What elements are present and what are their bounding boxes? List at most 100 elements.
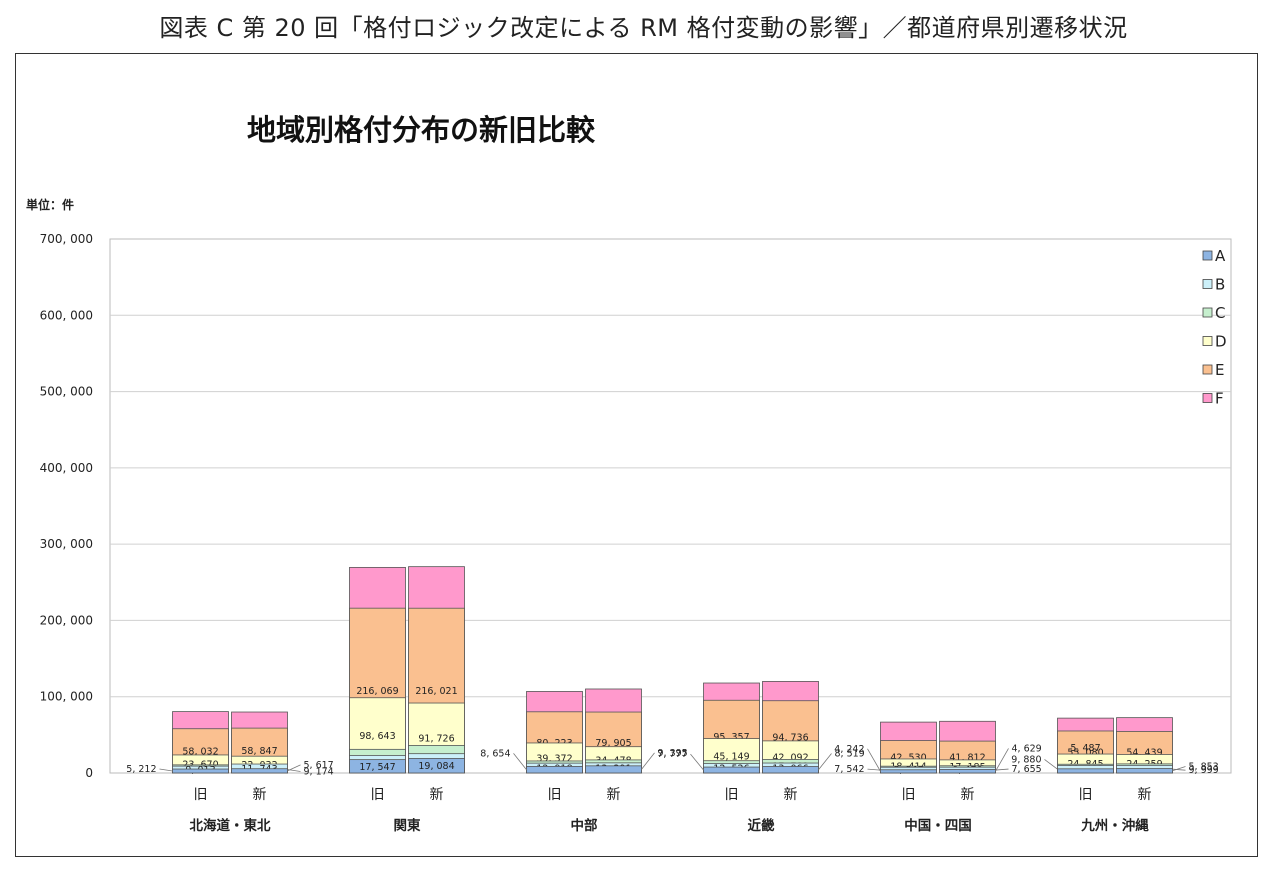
x-tick-label: 旧: [1079, 787, 1093, 803]
data-label: 98, 643: [359, 731, 395, 742]
category-label: 北海道・東北: [190, 817, 271, 834]
data-label: 9, 880: [1011, 754, 1041, 765]
stacked-bar-chart: 地域別格付分布の新旧比較 単位：件 0 100, 000 200, 000 300, …: [26, 113, 1232, 834]
data-label: 5, 212: [126, 764, 156, 775]
chart-title: 地域別格付分布の新旧比較: [247, 113, 596, 147]
unit-label: 単位：件: [26, 197, 74, 212]
data-label: 54, 439: [1126, 748, 1162, 759]
data-label: 45, 149: [713, 751, 749, 762]
x-tick-label: 新: [961, 787, 975, 803]
bar-segment: [939, 769, 996, 774]
data-label: 19, 084: [418, 761, 454, 772]
y-tick-label: 600, 000: [40, 308, 93, 322]
data-label: 7, 542: [834, 764, 864, 775]
legend-entry: C: [1215, 304, 1225, 322]
category-label: 中部: [571, 817, 599, 834]
leader-line: [690, 753, 704, 771]
legend-entry: A: [1215, 247, 1226, 265]
category-label: 関東: [394, 817, 421, 834]
data-label: 9, 999: [1189, 765, 1219, 776]
data-label: 5, 487: [1070, 743, 1100, 754]
x-tick-label: 新: [784, 787, 798, 803]
category-label: 近畿: [748, 817, 776, 834]
x-tick-label: 新: [607, 787, 621, 803]
data-label: 42, 530: [890, 752, 926, 763]
data-label: 4, 629: [1012, 743, 1042, 754]
leader-line: [867, 768, 881, 771]
data-label: 9, 395: [658, 748, 688, 759]
bar-segment: [703, 766, 760, 774]
data-label: 39, 372: [536, 753, 572, 764]
leader-line: [159, 768, 173, 772]
leader-line: [995, 768, 1009, 771]
bar-segment: [408, 758, 465, 774]
bar-segment: [1057, 768, 1114, 774]
y-tick-label: 100, 000: [40, 690, 93, 704]
data-label: 216, 069: [356, 686, 398, 697]
data-label: 55, 080: [1067, 747, 1103, 758]
data-label: 4, 242: [834, 744, 864, 755]
x-tick-label: 新: [430, 787, 444, 803]
legend-entry: F: [1215, 390, 1224, 408]
bar-segment: [172, 768, 229, 774]
leader-line: [513, 753, 527, 770]
x-tick-label: 旧: [194, 787, 208, 803]
leader-line: [641, 752, 655, 770]
leader-line: [1044, 759, 1058, 770]
y-tick-label: 500, 000: [40, 385, 93, 399]
x-tick-label: 旧: [548, 787, 562, 803]
y-tick-label: 400, 000: [40, 461, 93, 475]
bar-segment: [526, 765, 583, 774]
bar-segment: [231, 768, 288, 774]
data-label: 7, 777: [657, 749, 687, 760]
y-tick-label: 300, 000: [40, 537, 93, 551]
gridlines: 0 100, 000 200, 000 300, 000 400, 000 500, 00…: [40, 232, 1232, 780]
bar-segment: [1116, 768, 1173, 774]
legend-swatch: [1202, 250, 1213, 261]
page-title: 図表 C 第 20 回「格付ロジック改定による RM 格付変動の影響」／都道府県…: [159, 14, 1128, 42]
data-label: 7, 655: [1012, 764, 1042, 775]
y-tick-label: 700, 000: [40, 232, 93, 246]
leader-line: [867, 748, 881, 772]
category-label: 中国・四国: [904, 817, 972, 834]
data-label: 42, 092: [772, 752, 808, 763]
data-label: 17, 547: [359, 762, 395, 773]
bar-segment: [762, 766, 819, 774]
legend-swatch: [1202, 364, 1213, 375]
data-label: 95, 357: [713, 732, 749, 743]
legend-swatch: [1202, 279, 1213, 289]
bars: 80, 49658, 03223, 67010, 6819, 0135, 212…: [126, 566, 1219, 834]
x-tick-label: 旧: [902, 787, 916, 803]
x-tick-label: 旧: [371, 787, 385, 803]
x-tick-label: 新: [1138, 787, 1152, 803]
legend-swatch: [1202, 307, 1213, 318]
x-tick-label: 新: [253, 787, 267, 803]
legend-entry: D: [1215, 333, 1227, 351]
leader-line: [1172, 768, 1186, 771]
category-label: 九州・沖縄: [1080, 817, 1149, 834]
bar-segment: [349, 759, 406, 774]
leader-line: [818, 753, 832, 771]
legend-swatch: [1202, 336, 1213, 346]
plot-area: [109, 238, 1232, 774]
leader-line: [1172, 766, 1186, 772]
y-tick-label: 200, 000: [40, 613, 93, 627]
bar-segment: [880, 769, 937, 774]
chart-frame: 地域別格付分布の新旧比較 単位：件 0 100, 000 200, 000 300, …: [15, 53, 1258, 857]
legend-entry: E: [1215, 361, 1224, 379]
data-label: 8, 654: [480, 748, 510, 759]
data-label: 8, 519: [835, 749, 865, 760]
legend-swatch: [1202, 393, 1213, 403]
leader-line: [287, 764, 301, 772]
data-label: 5, 617: [304, 760, 334, 771]
data-label: 79, 905: [595, 738, 631, 749]
data-label: 9, 174: [304, 767, 334, 778]
data-label: 5, 853: [1189, 762, 1219, 773]
x-tick-label: 旧: [725, 787, 739, 803]
data-label: 91, 726: [418, 734, 454, 745]
data-label: 41, 812: [949, 753, 985, 764]
data-label: 58, 847: [241, 746, 277, 757]
bar-segment: [585, 765, 642, 774]
data-label: 58, 032: [182, 746, 218, 757]
